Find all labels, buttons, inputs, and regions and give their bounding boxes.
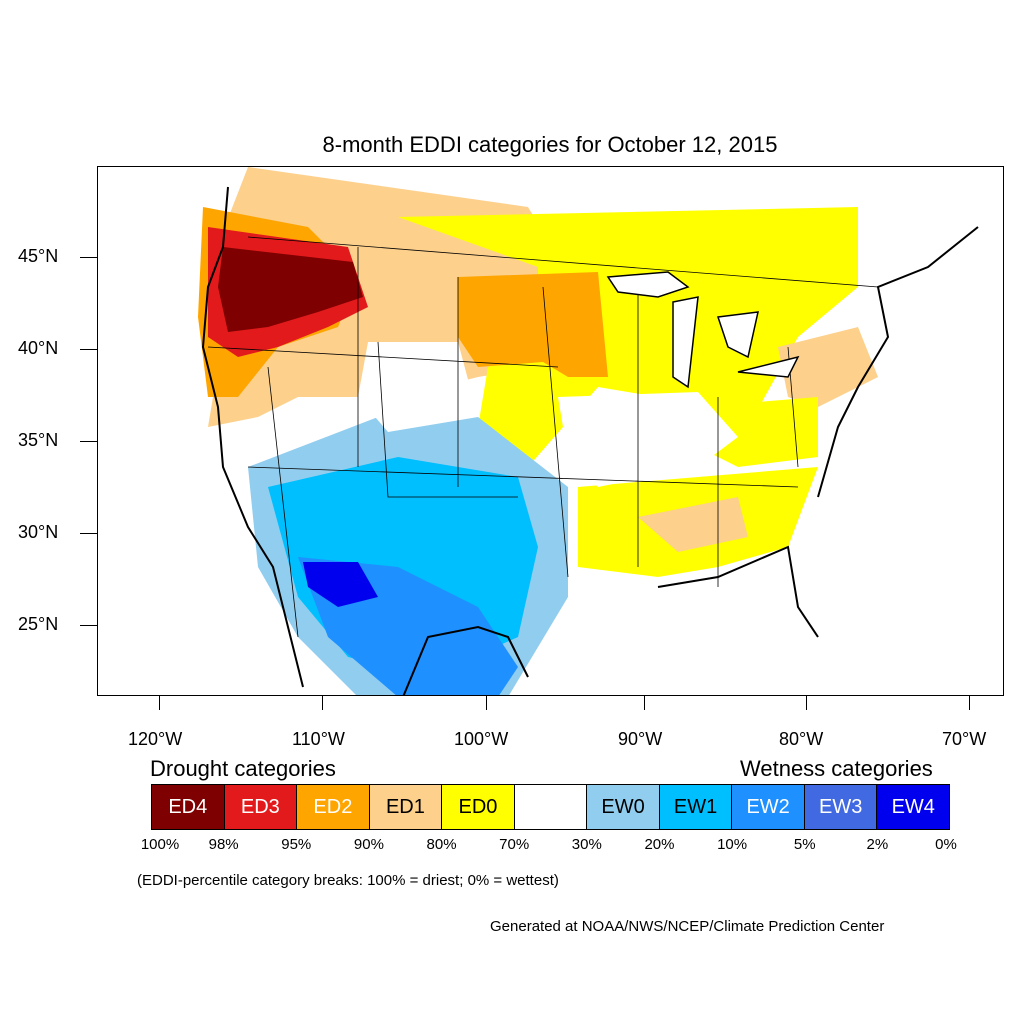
legend-break-label: 100%: [140, 836, 180, 853]
legend-break-label: 2%: [866, 836, 889, 853]
legend-swatch: ED3: [224, 785, 298, 829]
legend-swatch: EW4: [877, 785, 950, 829]
credit-line: Generated at NOAA/NWS/NCEP/Climate Predi…: [490, 918, 885, 935]
map-title: 8-month EDDI categories for October 12, …: [322, 132, 778, 157]
conus-map: [198, 167, 979, 695]
lat-label: 35°N: [18, 430, 59, 450]
region-normal-central: [358, 342, 478, 432]
lat-label: 45°N: [18, 246, 59, 266]
legend-swatch: EW1: [659, 785, 733, 829]
legend-break-label: 5%: [793, 836, 816, 853]
legend-break-label: 80%: [426, 836, 457, 853]
region-ed4-northwest: [218, 247, 363, 332]
lat-tick: [80, 257, 97, 258]
legend-break-label: 70%: [499, 836, 530, 853]
lon-label: 100°W: [454, 729, 509, 749]
legend-swatch: EW2: [732, 785, 805, 829]
lat-label: 25°N: [18, 614, 59, 634]
lat-tick: [80, 533, 97, 534]
lat-tick: [80, 625, 97, 626]
lon-label: 110°W: [292, 729, 345, 749]
legend-break-label: 95%: [281, 836, 312, 853]
lat-tick: [80, 349, 97, 350]
legend-swatch: ED1: [369, 785, 443, 829]
great-lakes: [606, 271, 800, 389]
legend-break-label: 0%: [935, 836, 957, 853]
lon-tick: [806, 696, 807, 710]
lon-tick: [969, 696, 970, 710]
lon-tick: [322, 696, 323, 710]
drought-heading: Drought categories: [150, 756, 336, 781]
legend-swatch: [514, 785, 588, 829]
region-ew4-mexico: [303, 562, 378, 607]
lat-label: 30°N: [18, 522, 59, 542]
region-ed2-plains: [458, 272, 608, 377]
legend-break-label: 98%: [208, 836, 239, 853]
wetness-heading: Wetness categories: [740, 756, 933, 781]
legend-break-label: 20%: [644, 836, 675, 853]
lon-label: 120°W: [128, 729, 183, 749]
lon-label: 90°W: [618, 729, 663, 749]
legend-break-label: 10%: [717, 836, 748, 853]
lon-label: 80°W: [779, 729, 824, 749]
category-note: (EDDI-percentile category breaks: 100% =…: [137, 872, 559, 889]
lon-label: 70°W: [942, 729, 987, 749]
lon-tick: [644, 696, 645, 710]
region-ed0-north: [398, 207, 858, 467]
coastline: [201, 186, 979, 695]
lat-tick: [80, 441, 97, 442]
state-borders: [207, 236, 879, 638]
map-panel: [97, 166, 1004, 696]
legend-swatch: ED0: [442, 785, 515, 829]
legend-swatch: EW0: [587, 785, 660, 829]
region-ed1-southeast: [638, 497, 748, 552]
legend-break-label: 30%: [571, 836, 602, 853]
region-normal-midwest: [558, 392, 738, 487]
legend-swatch: ED2: [297, 785, 370, 829]
region-ed1-northeast: [778, 327, 878, 407]
legend-swatch: ED4: [152, 785, 225, 829]
legend-swatch: EW3: [804, 785, 878, 829]
lat-label: 40°N: [18, 338, 59, 358]
legend-break-label: 90%: [353, 836, 384, 853]
legend-colorbar: ED4 ED3 ED2 ED1 ED0 EW0 EW1 EW2 EW3 EW4: [151, 784, 950, 830]
lon-tick: [159, 696, 160, 710]
region-ed0-east: [698, 397, 818, 467]
lon-tick: [486, 696, 487, 710]
